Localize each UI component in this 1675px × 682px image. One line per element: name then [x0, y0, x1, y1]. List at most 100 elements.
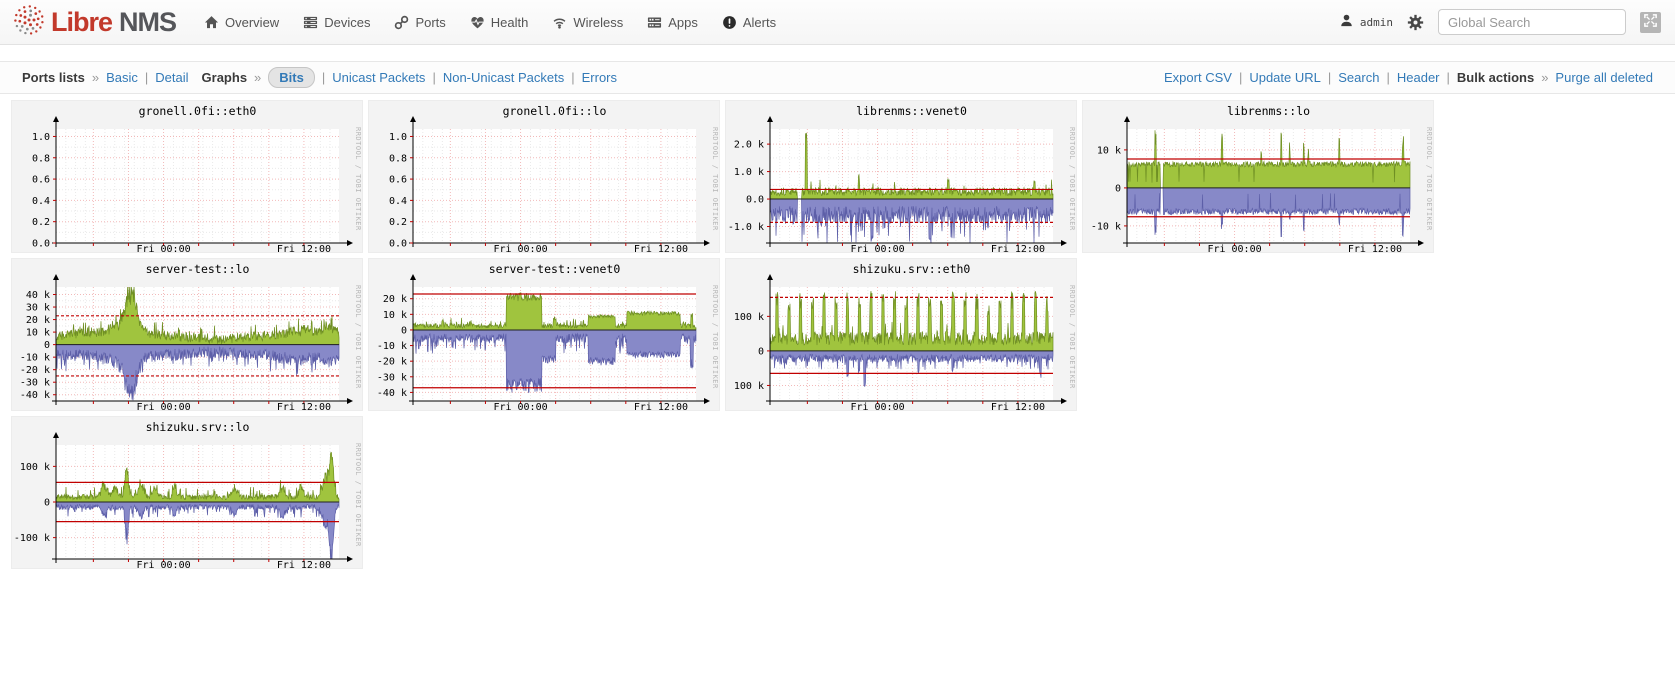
graph-panel-server-test-venet0[interactable]: 20 k 10 k 0 -10 k -20 k -30 k -40 k Fri 00:00 Fr… [368, 258, 720, 411]
y-axis-label: 0.0 [746, 195, 764, 206]
action-link-update-url[interactable]: Update URL [1249, 70, 1321, 85]
series-outbound [1126, 187, 1411, 238]
y-axis-label: 0 [44, 498, 50, 509]
graph-panel-librenms-venet0[interactable]: 2.0 k 1.0 k 0.0 -1.0 k Fri 00:00 Fri 12:00 lib… [725, 100, 1077, 253]
nav-item-label: Health [490, 14, 529, 30]
y-axis-label: 0.2 [32, 217, 50, 228]
navbar-right-cluster: admin [1339, 9, 1661, 35]
series-outbound [412, 329, 697, 394]
expand-icon [1644, 14, 1657, 27]
separator: | [144, 70, 149, 85]
graph-title: gronell.0fi::lo [503, 104, 607, 118]
series-outbound [55, 501, 340, 560]
graph-panel-librenms-lo[interactable]: 10 k 0 -10 k Fri 00:00 Fri 12:00 librenms::lo… [1082, 100, 1434, 253]
y-axis-label: 10 k [1097, 145, 1121, 156]
y-axis-label: 30 k [26, 303, 50, 314]
y-axis-label: -1.0 k [728, 222, 764, 233]
graph-shizuku-srv-eth0[interactable]: 100 k 0 100 k Fri 00:00 Fri 12:00 shizuku.srv… [726, 259, 1076, 410]
separator: | [321, 70, 326, 85]
graph-panel-shizuku-srv-eth0[interactable]: 100 k 0 100 k Fri 00:00 Fri 12:00 shizuku.srv… [725, 258, 1077, 411]
graph-panel-shizuku-srv-lo[interactable]: 100 k 0 -100 k Fri 00:00 Fri 12:00 shizuku.sr… [11, 416, 363, 569]
graphs-grid: 1.0 0.8 0.6 0.4 0.2 0.0 Fri 00:00 Fri 12:00 gron… [0, 94, 1675, 569]
nav-item-apps[interactable]: Apps [647, 15, 698, 30]
separator: » [91, 70, 100, 85]
y-axis-label: 0 [758, 346, 764, 357]
wireless-icon [553, 18, 566, 29]
nav-item-wireless[interactable]: Wireless [552, 15, 623, 30]
x-axis-label: Fri 12:00 [634, 244, 688, 252]
nav-item-health[interactable]: Health [470, 14, 529, 30]
view-link-basic[interactable]: Basic [106, 70, 138, 85]
y-axis-label: -10 k [20, 353, 50, 364]
graph-gronell-0fi-lo[interactable]: 1.0 0.8 0.6 0.4 0.2 0.0 Fri 00:00 Fri 12:00 gron… [369, 101, 719, 252]
nav-item-ports[interactable]: Ports [394, 14, 446, 30]
y-axis-label: 100 k [734, 381, 764, 392]
graph-server-test-lo[interactable]: 40 k 30 k20 k 10 k0 -10 k-20 k -30 k-40 k Fri… [12, 259, 362, 410]
x-axis-label: Fri 00:00 [136, 402, 190, 410]
global-search-input[interactable] [1438, 9, 1626, 35]
separator: » [254, 70, 262, 85]
nav-item-label: Ports [415, 14, 446, 30]
y-axis-label: -20 k [20, 365, 50, 376]
graph-panel-gronell-0fi-lo[interactable]: 1.0 0.8 0.6 0.4 0.2 0.0 Fri 00:00 Fri 12:00 gron… [368, 100, 720, 253]
gear-icon [1407, 14, 1424, 30]
bulk-action-purge-all-deleted[interactable]: Purge all deleted [1555, 70, 1653, 85]
top-navbar: Libre NMS Overview Devices Ports Health Wirel… [0, 0, 1675, 45]
health-icon [471, 16, 484, 28]
y-axis-label: 0.6 [32, 175, 50, 186]
action-link-search[interactable]: Search [1338, 70, 1380, 85]
graph-gronell-0fi-eth0[interactable]: 1.0 0.8 0.6 0.4 0.2 0.0 Fri 00:00 Fri 12:00 gron… [12, 101, 362, 252]
x-axis-label: Fri 00:00 [136, 244, 190, 252]
nav-item-overview[interactable]: Overview [204, 15, 279, 30]
action-link-header[interactable]: Header [1396, 70, 1440, 85]
graph-tab-non-unicast-packets[interactable]: Non-Unicast Packets [442, 70, 565, 85]
rrdtool-watermark: RRDTOOL / TOBI OETIKER [711, 127, 719, 231]
y-axis-label: -20 k [377, 357, 407, 368]
graph-server-test-venet0[interactable]: 20 k 10 k 0 -10 k -20 k -30 k -40 k Fri 00:00 Fr… [369, 259, 719, 410]
graph-tab-errors[interactable]: Errors [581, 70, 617, 85]
librenms-logo-icon [14, 4, 44, 40]
toolbar-right: Export CSV | Update URL | Search | Header | Bulk… [1164, 70, 1653, 85]
brand-text-libre: Libre [51, 6, 113, 37]
view-link-detail[interactable]: Detail [155, 70, 189, 85]
rrdtool-watermark: RRDTOOL / TOBI OETIKER [1068, 127, 1076, 231]
action-link-export-csv[interactable]: Export CSV [1164, 70, 1232, 85]
nav-item-devices[interactable]: Devices [303, 15, 370, 30]
graph-row: 1.0 0.8 0.6 0.4 0.2 0.0 Fri 00:00 Fri 12:00 gron… [11, 100, 1675, 253]
nav-menu: Overview Devices Ports Health Wireless Apps Al… [204, 15, 776, 30]
separator: | [1446, 70, 1450, 85]
user-menu[interactable]: admin [1339, 13, 1393, 31]
series-outbound [769, 350, 1054, 387]
graph-title: gronell.0fi::eth0 [139, 104, 257, 118]
graph-librenms-venet0[interactable]: 2.0 k 1.0 k 0.0 -1.0 k Fri 00:00 Fri 12:00 lib… [726, 101, 1076, 252]
series-inbound [769, 132, 1054, 200]
graph-tab-unicast-packets[interactable]: Unicast Packets [332, 70, 426, 85]
x-axis-label: Fri 12:00 [277, 560, 331, 568]
rrdtool-watermark: RRDTOOL / TOBI OETIKER [711, 285, 719, 389]
x-axis-label: Fri 12:00 [277, 244, 331, 252]
y-axis-label: -100 k [14, 533, 50, 544]
separator: | [1386, 70, 1390, 85]
series-outbound [769, 198, 1054, 244]
alerts-icon [722, 15, 736, 29]
ports-icon [395, 15, 409, 29]
x-axis-label: Fri 12:00 [277, 402, 331, 410]
separator: » [1541, 70, 1549, 85]
graph-shizuku-srv-lo[interactable]: 100 k 0 -100 k Fri 00:00 Fri 12:00 shizuku.sr… [12, 417, 362, 568]
nav-item-alerts[interactable]: Alerts [722, 15, 776, 30]
graph-tab-bits[interactable]: Bits [268, 67, 315, 88]
brand-logo[interactable]: Libre NMS [14, 4, 177, 40]
y-axis-label: -10 k [1091, 221, 1121, 232]
settings-gear-icon[interactable] [1407, 14, 1424, 31]
y-axis-label: 0 [401, 325, 407, 336]
graph-panel-server-test-lo[interactable]: 40 k 30 k 20 k 10 k 0 -10 k -20 k -30 k -40 k Fri… [11, 258, 363, 411]
x-axis-label: Fri 00:00 [493, 402, 547, 410]
graph-title: server-test::lo [146, 262, 250, 276]
graph-panel-gronell-0fi-eth0[interactable]: 1.0 0.8 0.6 0.4 0.2 0.0 Fri 00:00 Fri 12:00 gron… [11, 100, 363, 253]
y-axis-label: 0 [1115, 183, 1121, 194]
series-inbound [55, 286, 340, 345]
x-axis-label: Fri 00:00 [136, 560, 190, 568]
y-axis-label: 0.6 [389, 175, 407, 186]
fullscreen-button[interactable] [1640, 11, 1661, 33]
